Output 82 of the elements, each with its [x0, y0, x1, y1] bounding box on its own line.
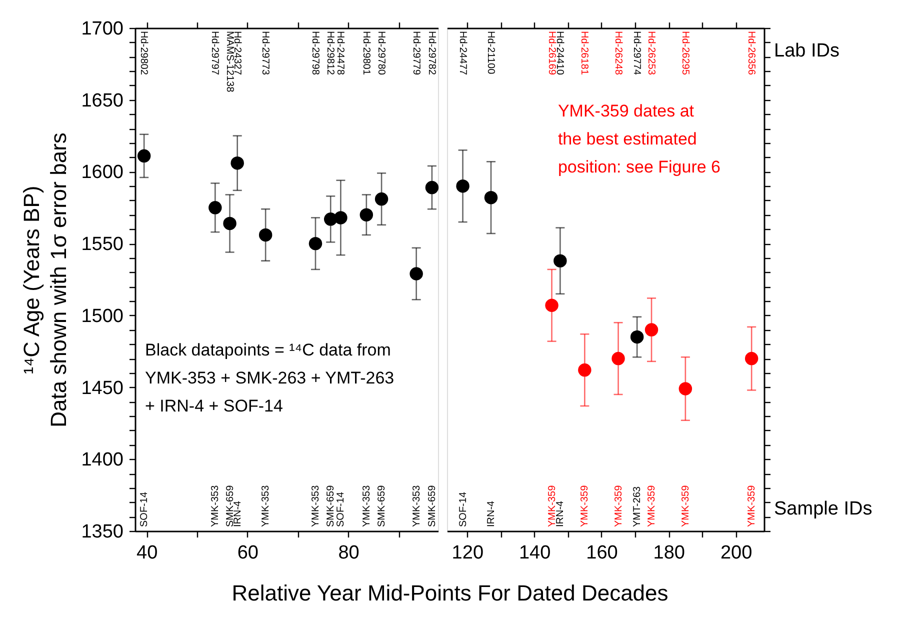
point — [334, 211, 348, 224]
annotation: Hd-26181 — [578, 31, 590, 76]
y-tick-label: 1400 — [81, 450, 124, 471]
y-tick-label: 1650 — [81, 90, 124, 112]
point — [644, 323, 658, 336]
point — [744, 352, 758, 366]
x-tick-label: 140 — [518, 542, 551, 564]
point — [137, 149, 151, 163]
x-tick-label: 180 — [653, 542, 685, 564]
point — [612, 352, 625, 366]
annotation: YMK-353 — [411, 484, 422, 527]
annotation: Hd-29774 — [631, 31, 642, 76]
x-tick-label: 80 — [338, 542, 360, 564]
annotation: Hd-29773 — [260, 31, 271, 76]
annotation: SMK-659 — [326, 484, 337, 527]
text: Lab IDs — [774, 40, 840, 62]
annotation: Hd-29798 — [309, 31, 320, 76]
point — [545, 298, 558, 312]
annotation: SOF-14 — [139, 492, 150, 527]
text: Black datapoints = ¹⁴C data from YMK-353 + SMK-263 + YMT-263 + IRN-4 + SOF-14 — [145, 340, 394, 416]
annotation: Hd-29797 — [209, 31, 220, 76]
annotation: YMT-263 — [632, 486, 644, 527]
annotation: Hd-26248 — [612, 31, 624, 76]
point — [630, 330, 644, 344]
y-tick-label: 1700 — [81, 18, 124, 40]
annotation: YMK-353 — [210, 484, 222, 527]
annotation: SMK-659 — [376, 484, 388, 527]
point — [374, 192, 388, 206]
annotation: IRN-4 — [232, 500, 244, 527]
annotation: IRN-4 — [555, 500, 566, 527]
annotation: YMK-353 — [361, 484, 372, 527]
x-tick-label: 40 — [136, 542, 158, 564]
point — [410, 267, 423, 280]
annotation: Hd-24477 — [456, 31, 468, 76]
annotation: YMK-353 — [260, 484, 272, 527]
text: YMK-359 dates at the best estimated position: see Figure 6 — [558, 101, 720, 176]
annotation: Hd-21100 — [484, 31, 496, 75]
annotation: YMK-359 — [646, 484, 658, 527]
y-tick-label: 1350 — [81, 522, 124, 542]
annotation: IRN-4 — [486, 500, 497, 527]
y-axis-title: ¹⁴C Age (Years BP) Data shown with 1σ error bars — [19, 132, 72, 428]
y-tick-label: 1600 — [81, 162, 124, 184]
annotation: Hd-29801 — [360, 31, 372, 76]
y-tick-label: 1550 — [81, 234, 124, 256]
y-tick-label: 1450 — [81, 378, 124, 399]
point — [208, 201, 222, 214]
point — [258, 228, 272, 242]
y-tick-label: 1500 — [81, 306, 124, 327]
x-tick-label: 200 — [720, 542, 752, 564]
annotation: YMK-353 — [310, 484, 322, 527]
annotation: SOF-14 — [336, 492, 347, 527]
annotation: Hd-29812 — [324, 31, 336, 76]
annotation: Hd-29780 — [376, 31, 387, 76]
point — [456, 179, 470, 193]
annotation: Hd-26356 — [746, 31, 757, 76]
annotation: YMK-359 — [613, 484, 624, 527]
point — [554, 254, 567, 268]
text: Sample IDs — [774, 498, 872, 520]
annotation: SMK-659 — [426, 484, 438, 527]
annotation: YMK-359 — [746, 484, 758, 527]
annotation: YMK-359 — [680, 484, 692, 527]
annotation: Hd-29802 — [138, 31, 150, 76]
x-tick-label: 120 — [452, 542, 484, 564]
point — [578, 363, 592, 377]
annotation: Hd-29779 — [410, 31, 422, 76]
x-tick-label: 60 — [237, 542, 258, 564]
point — [308, 236, 322, 250]
point — [678, 382, 692, 396]
annotation: SOF-14 — [458, 492, 469, 527]
annotation: Hd-24478 — [334, 31, 346, 76]
point — [425, 180, 439, 194]
point — [484, 190, 498, 204]
x-tick-label: 160 — [586, 542, 618, 564]
point — [230, 156, 244, 170]
x-axis-title: Relative Year Mid-Points For Dated Decades — [232, 580, 668, 606]
annotation: Hd-26295 — [679, 31, 690, 76]
point — [360, 208, 374, 222]
annotation: Hd-29782 — [426, 31, 437, 76]
point — [223, 216, 236, 230]
annotation: Hd-26169 — [546, 31, 557, 76]
annotation: YMK-359 — [580, 484, 591, 527]
annotation: Hd-26253 — [646, 31, 657, 76]
